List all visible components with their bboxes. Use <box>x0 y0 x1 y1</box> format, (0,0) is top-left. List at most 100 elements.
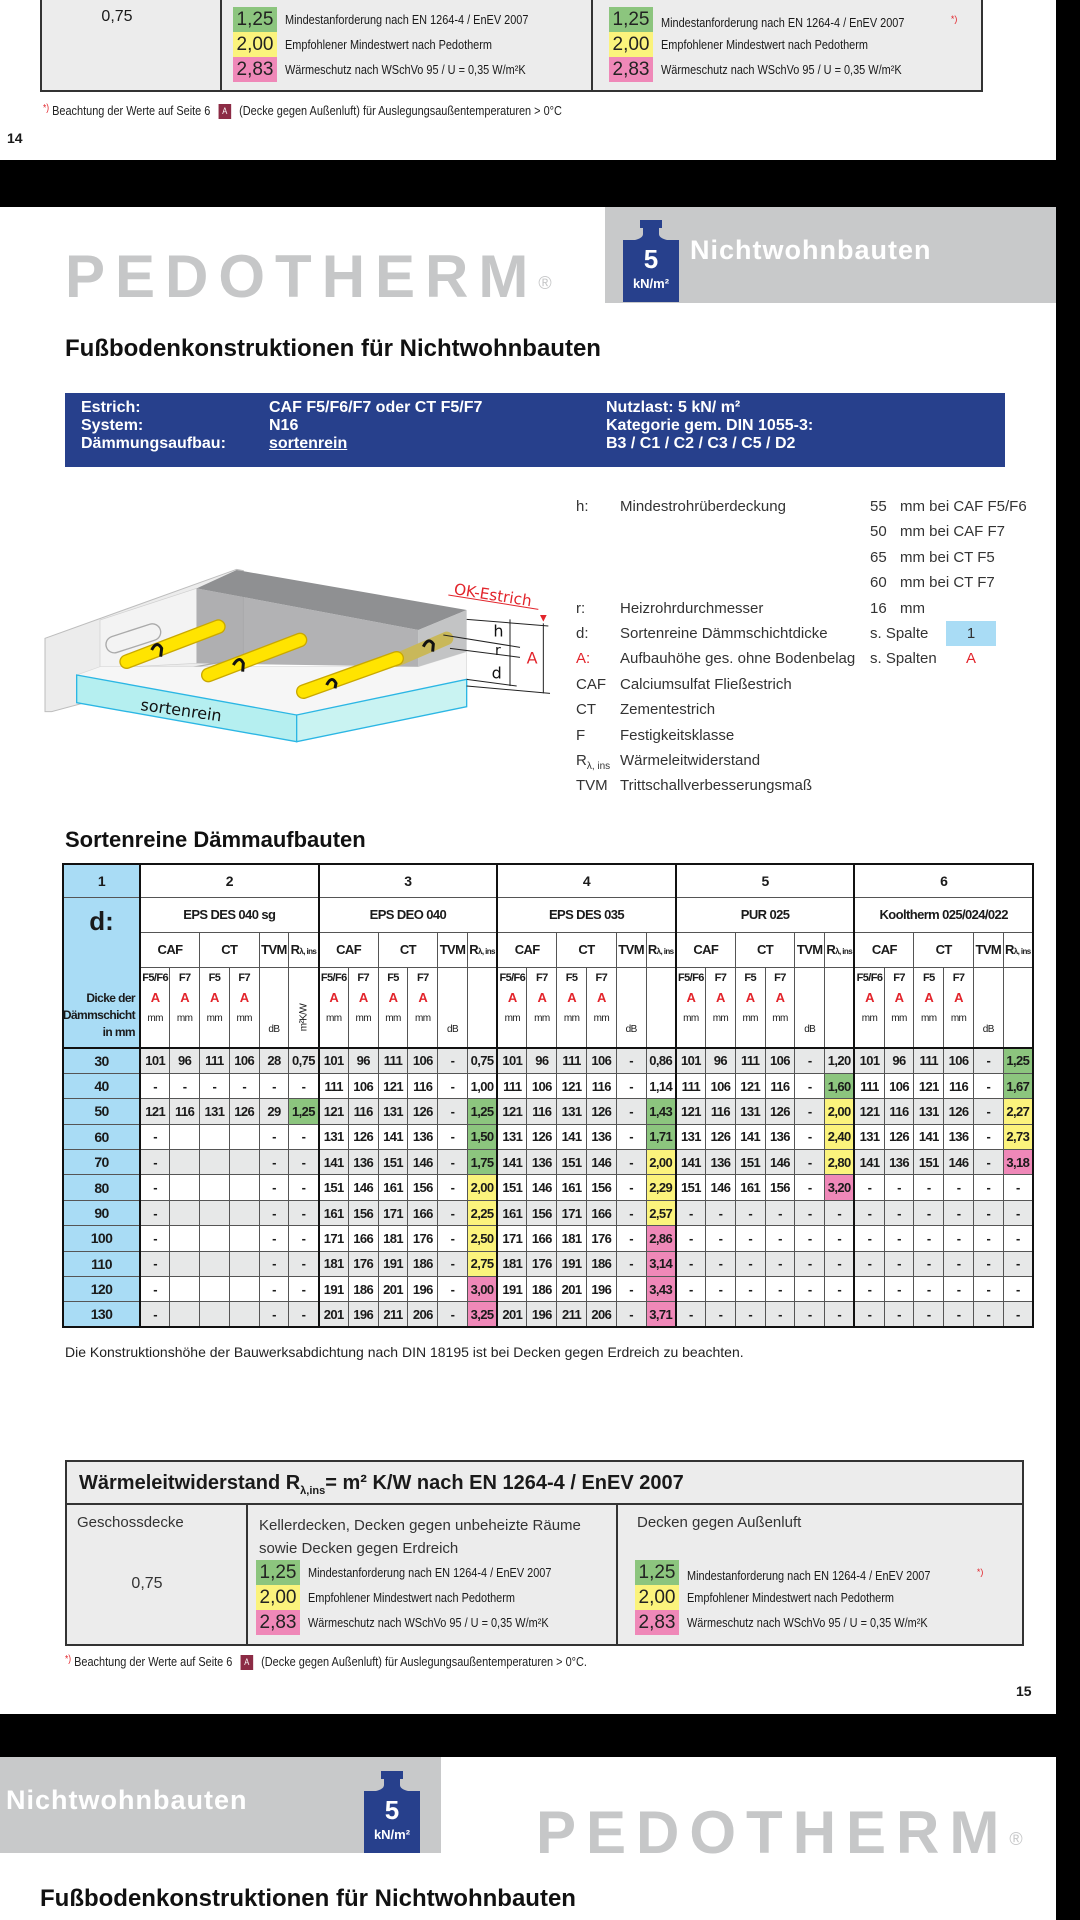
table-cell: 116 <box>526 1098 558 1125</box>
swatch-wschv: 2,83 <box>635 1610 679 1635</box>
table-cell: 101 <box>496 1047 528 1074</box>
pipe-clip-icons <box>150 639 435 689</box>
table-cell: - <box>853 1174 885 1201</box>
table-cell: 131 <box>556 1098 587 1125</box>
unit-mm: mm <box>563 1012 580 1024</box>
dim-A: A <box>527 648 538 667</box>
outside-air-badge-icon: A <box>240 1655 254 1671</box>
rins-box: Wärmeleitwiderstand Rλ,ins= m² K/W nach … <box>65 1460 1024 1646</box>
thickness-value: 100 <box>62 1225 141 1252</box>
table-cell: - <box>615 1225 647 1252</box>
legend-value: 16 <box>870 599 887 617</box>
table-cell: 206 <box>407 1301 439 1328</box>
legend-key: F <box>576 726 586 744</box>
table-cell: - <box>139 1123 171 1151</box>
a-label: A <box>596 989 606 1005</box>
r-unit-cell <box>824 966 855 1049</box>
table-cell: 201 <box>496 1301 528 1328</box>
tvm-unit-cell: dB <box>615 966 647 1049</box>
legend-description: Zementestrich <box>620 701 716 719</box>
table-cell: - <box>853 1225 885 1252</box>
table-cell: 106 <box>705 1072 736 1100</box>
legend-text: Mindestanforderung nach EN 1264-4 / EnEV… <box>661 15 905 31</box>
table-cell: 141 <box>674 1149 707 1176</box>
table-cell: 136 <box>407 1123 439 1151</box>
table-cell <box>169 1301 201 1328</box>
table-cell: 141 <box>377 1123 409 1151</box>
table-cell: 186 <box>347 1276 379 1303</box>
table-cell: - <box>139 1199 171 1227</box>
table-cell: 156 <box>347 1199 379 1227</box>
daemmung-link[interactable]: sortenrein <box>269 435 348 452</box>
legend-row: CAF Calciumsulfat Fließestrich <box>576 672 1054 697</box>
r-symbol: R <box>647 942 657 957</box>
table-cell <box>199 1123 230 1151</box>
table-cell <box>199 1225 230 1252</box>
table-cell: 121 <box>139 1098 171 1125</box>
table-cell: - <box>764 1301 796 1328</box>
swatch-rec: 2,00 <box>609 32 653 57</box>
table-cell: 171 <box>556 1199 587 1227</box>
header-row-materials: d: Dicke der Dämmschicht in mm EPS DES 040… <box>62 896 1034 1049</box>
column-ref-badge: 1 <box>946 621 996 646</box>
table-cell: - <box>228 1072 260 1100</box>
d-symbol: d: <box>89 905 114 936</box>
r-value-cell: - <box>288 1072 320 1100</box>
r-value-cell: 3,18 <box>1002 1149 1034 1176</box>
class-label: F5 <box>744 971 757 984</box>
legend-label: Mindestanforderung nach EN 1264-4 / EnEV… <box>285 7 575 32</box>
table-cell: 136 <box>585 1123 617 1151</box>
table-cell: - <box>794 1098 826 1125</box>
legend-label: Mindestanforderung nach EN 1264-4 / EnEV… <box>661 7 957 35</box>
page-title: Fußbodenkonstruktionen für Nichtwohnbaut… <box>40 1885 576 1912</box>
table-cell: - <box>615 1072 647 1100</box>
key-subscript: λ, ins <box>586 761 611 772</box>
aussenluft-header: Decken gegen Außenluft <box>637 1514 802 1531</box>
swatch-min: 1,25 <box>233 7 277 32</box>
table-cell: - <box>705 1250 736 1278</box>
table-cell: 116 <box>347 1098 379 1125</box>
table-cell: - <box>794 1072 826 1100</box>
class-label: F7 <box>952 971 965 984</box>
table-cell: - <box>615 1047 647 1074</box>
load-value: 5 <box>384 1795 400 1825</box>
table-cell: 96 <box>347 1047 379 1074</box>
ct-header: CT <box>377 931 439 968</box>
legend-label: Wärmeschutz nach WSchVo 95 / U = 0,35 W/… <box>661 57 947 82</box>
table-cell: - <box>734 1225 766 1252</box>
table-cell: 191 <box>377 1250 409 1278</box>
a-label: A <box>388 989 398 1005</box>
class-label: F7 <box>536 971 548 984</box>
table-cell <box>228 1225 260 1252</box>
legend-key: d: <box>576 625 589 642</box>
table-cell: - <box>674 1225 707 1252</box>
r-value-cell: 3,00 <box>466 1276 498 1303</box>
table-cell: 181 <box>317 1250 349 1278</box>
table-row: 110- - -181 176 191 186-2,75 181 176 191 186-3,14… <box>62 1250 1034 1278</box>
registered-mark: ® <box>538 273 552 293</box>
system-value: N16 <box>269 417 299 434</box>
table-cell: 191 <box>496 1276 528 1303</box>
unit-mm: mm <box>861 1012 878 1024</box>
table-cell <box>199 1199 230 1227</box>
legend-unit: mm bei CAF F7 <box>900 523 1006 541</box>
legend-description: Wärmeleitwiderstand <box>620 752 761 769</box>
system-label: System: <box>81 417 144 434</box>
table-cell: - <box>615 1098 647 1125</box>
table-cell: 161 <box>317 1199 349 1227</box>
table-cell: 151 <box>377 1149 409 1176</box>
legend-value: s. Spalten <box>870 650 937 668</box>
table-cell: 151 <box>674 1174 707 1201</box>
unit-mm: mm <box>236 1012 252 1024</box>
insulation-side <box>296 678 468 743</box>
table-cell: - <box>139 1174 171 1201</box>
table-cell: 151 <box>317 1174 349 1201</box>
legend-row: d: Sortenreine Dämmschichtdicke s. Spalte 1 <box>576 621 1054 646</box>
table-cell: - <box>972 1174 1004 1201</box>
unit-mm: mm <box>921 1012 937 1024</box>
r-subscript: λ, ins <box>835 947 853 956</box>
table-cell: - <box>139 1225 171 1252</box>
table-cell: 106 <box>526 1072 558 1100</box>
dim-r: r <box>495 643 501 659</box>
